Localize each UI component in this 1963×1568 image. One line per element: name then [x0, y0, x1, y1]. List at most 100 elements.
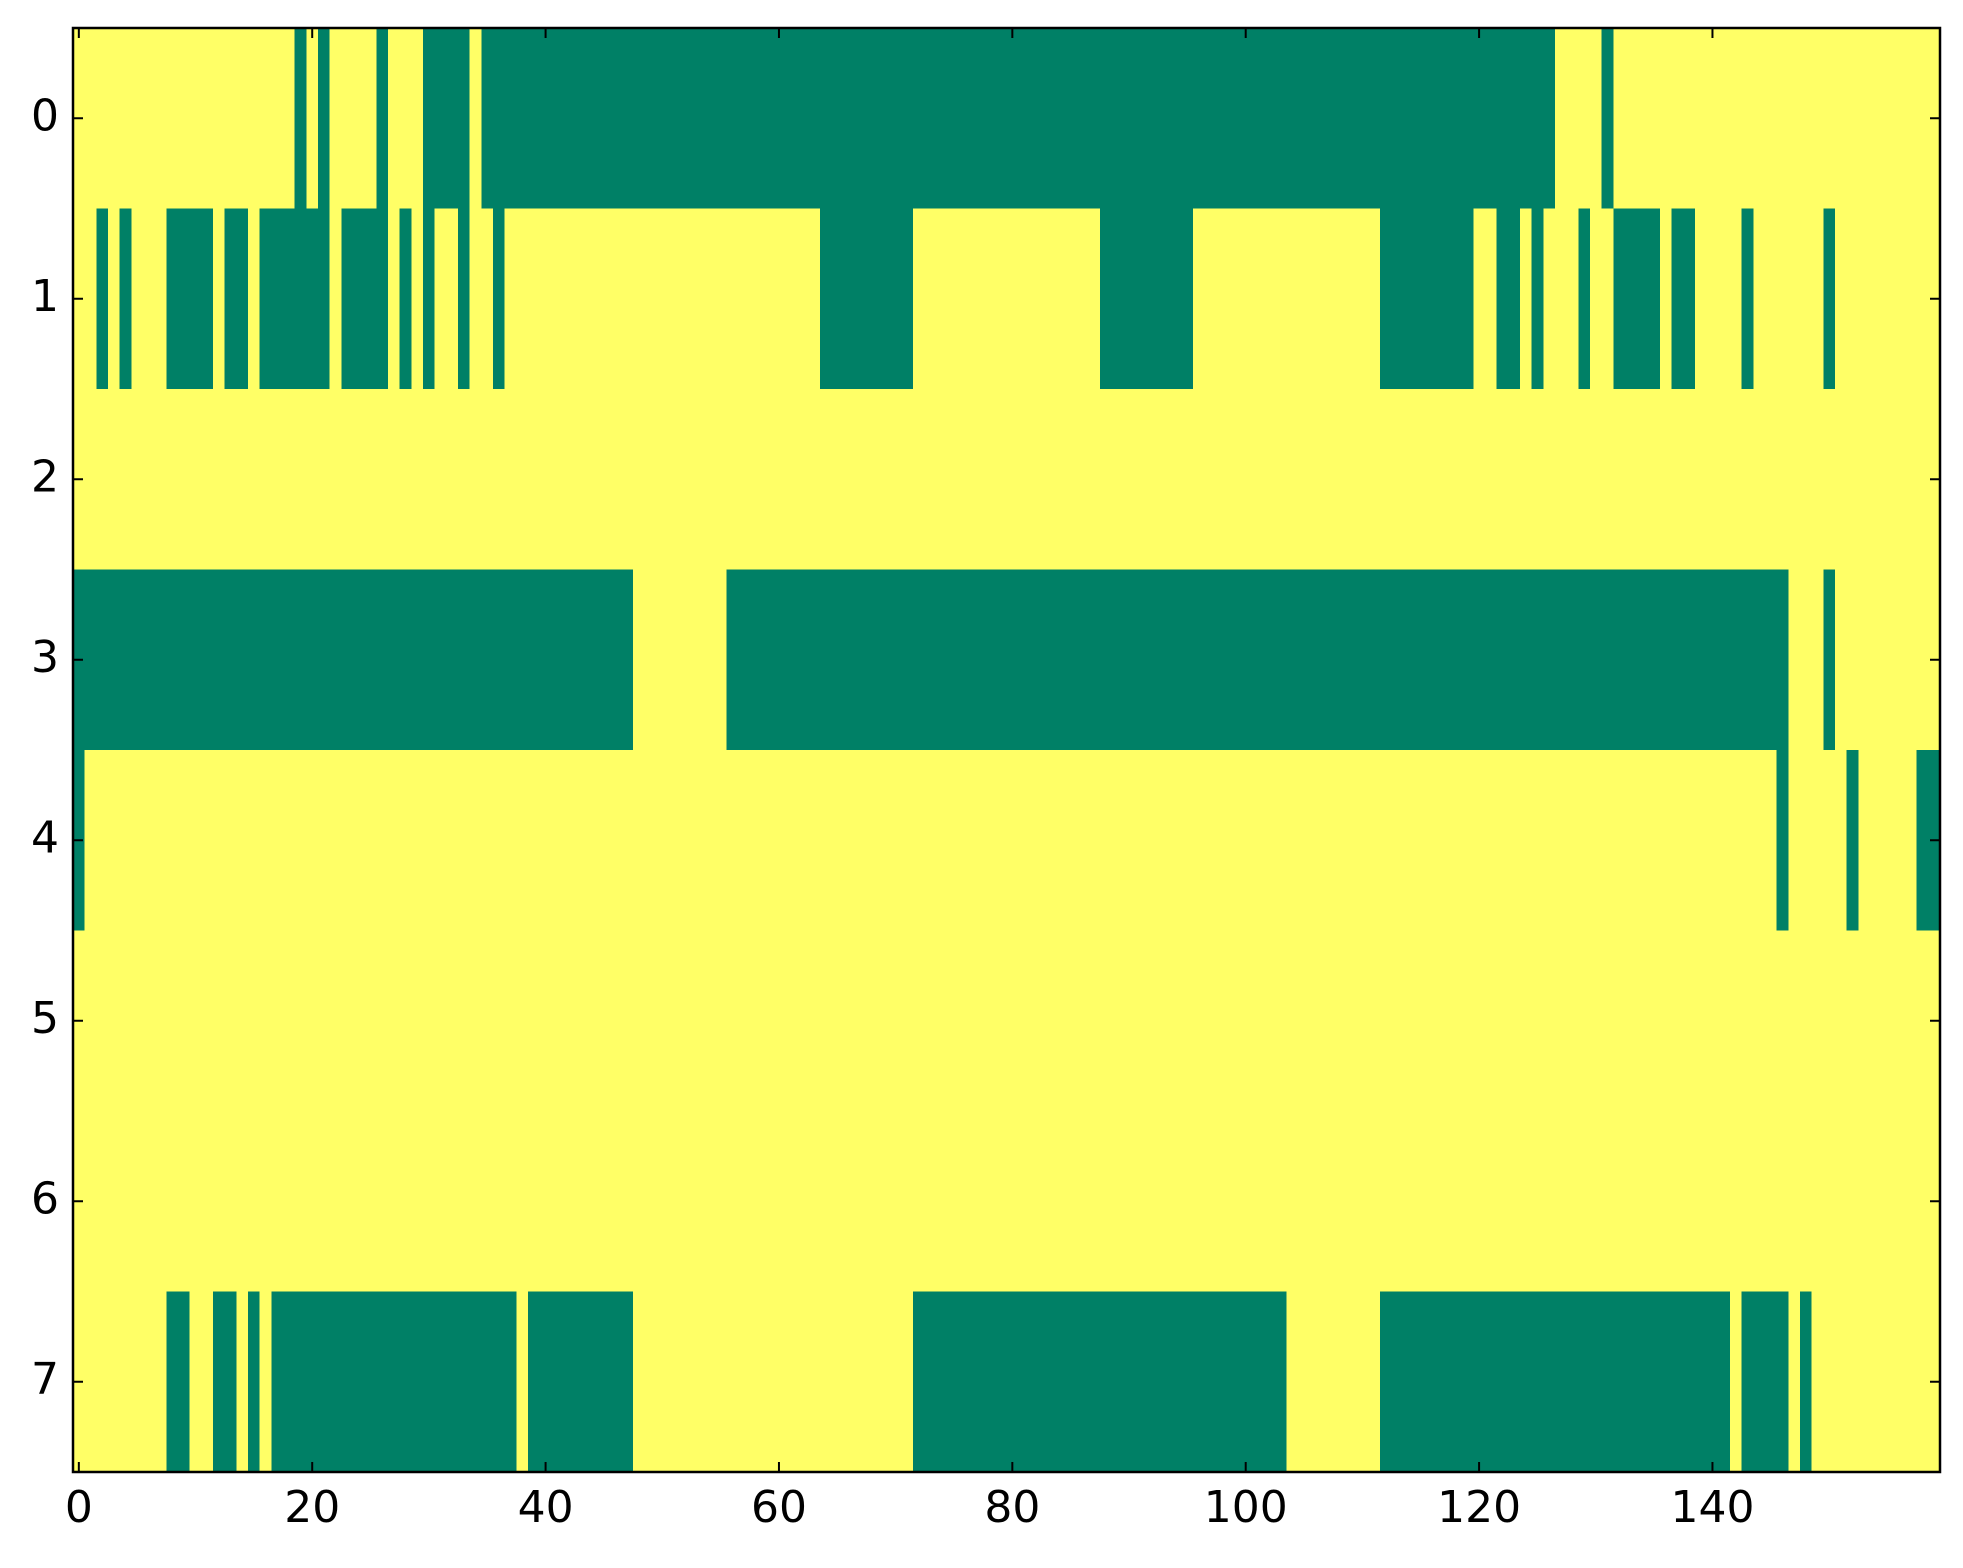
cell — [481, 750, 494, 932]
cell — [598, 1111, 611, 1293]
cell — [726, 208, 739, 390]
cell — [1006, 569, 1019, 751]
cell — [1473, 750, 1486, 932]
cell — [1356, 1291, 1369, 1473]
cell — [458, 930, 471, 1112]
cell — [504, 569, 518, 751]
cell — [924, 1291, 938, 1473]
cell — [154, 569, 167, 751]
cell — [1519, 1111, 1533, 1293]
cell — [236, 208, 249, 390]
cell — [108, 28, 121, 210]
cell — [341, 1291, 354, 1473]
cell — [738, 569, 751, 751]
cell — [1799, 208, 1813, 390]
cell — [1811, 1111, 1824, 1293]
cell — [108, 208, 121, 390]
cell — [1344, 389, 1358, 571]
cell — [609, 208, 623, 390]
cell — [959, 389, 973, 571]
cell — [1729, 208, 1743, 390]
cell — [1729, 930, 1743, 1112]
cell — [1181, 930, 1194, 1112]
cell — [329, 1111, 342, 1293]
cell — [1648, 208, 1661, 390]
cell — [924, 569, 938, 751]
cell — [1636, 1111, 1649, 1293]
cell — [1403, 930, 1416, 1112]
cell — [913, 208, 926, 390]
cell — [364, 569, 377, 751]
cell — [1368, 569, 1381, 751]
cell — [469, 750, 483, 932]
cell — [1519, 750, 1533, 932]
cell — [1648, 569, 1661, 751]
cell — [248, 1111, 261, 1293]
cell — [1344, 28, 1358, 210]
cell — [1566, 569, 1579, 751]
cell — [1846, 389, 1859, 571]
cell — [1158, 1291, 1171, 1473]
cell — [1473, 1291, 1486, 1473]
cell — [1414, 1291, 1428, 1473]
cell — [399, 389, 412, 571]
cell — [1006, 208, 1019, 390]
cell — [796, 569, 809, 751]
cell — [994, 750, 1008, 932]
cell — [1624, 208, 1638, 390]
cell — [376, 28, 389, 210]
cell — [1239, 1291, 1253, 1473]
cell — [621, 389, 634, 571]
cell — [1694, 1291, 1708, 1473]
cell — [1006, 930, 1019, 1112]
cell — [1613, 750, 1626, 932]
cell — [1834, 1291, 1848, 1473]
cell — [1169, 1291, 1183, 1473]
cell — [1473, 1111, 1486, 1293]
cell — [1379, 28, 1393, 210]
cell — [1403, 208, 1416, 390]
cell — [726, 569, 739, 751]
cell — [1146, 208, 1159, 390]
cell — [1064, 1291, 1078, 1473]
cell — [446, 1111, 459, 1293]
cell — [224, 569, 237, 751]
cell — [1368, 28, 1381, 210]
cell — [784, 1291, 798, 1473]
cell — [84, 930, 97, 1112]
cell — [259, 930, 272, 1112]
cell — [1111, 1291, 1124, 1473]
cell — [913, 750, 926, 932]
cell — [1146, 389, 1159, 571]
cell — [1601, 930, 1614, 1112]
cell — [1053, 1291, 1066, 1473]
cell — [166, 569, 179, 751]
cell — [493, 389, 506, 571]
cell — [1519, 930, 1533, 1112]
cell — [598, 1291, 611, 1473]
cell — [1169, 750, 1183, 932]
cell — [1753, 930, 1766, 1112]
cell — [1788, 389, 1801, 571]
cell — [96, 1291, 109, 1473]
cell — [1834, 569, 1848, 751]
cell — [948, 930, 961, 1112]
cell — [1263, 1111, 1276, 1293]
cell — [586, 208, 599, 390]
cell — [236, 28, 249, 210]
cell — [143, 750, 156, 932]
cell — [341, 208, 354, 390]
cell — [1309, 208, 1323, 390]
cell — [621, 930, 634, 1112]
cell — [1776, 750, 1789, 932]
cell — [178, 1291, 191, 1473]
cell — [668, 208, 681, 390]
cell — [1461, 1291, 1474, 1473]
cell — [1589, 569, 1603, 751]
cell — [679, 569, 693, 751]
cell — [1111, 208, 1124, 390]
cell — [1788, 569, 1801, 751]
cell — [178, 208, 191, 390]
cell — [1123, 569, 1136, 751]
cell — [866, 930, 879, 1112]
